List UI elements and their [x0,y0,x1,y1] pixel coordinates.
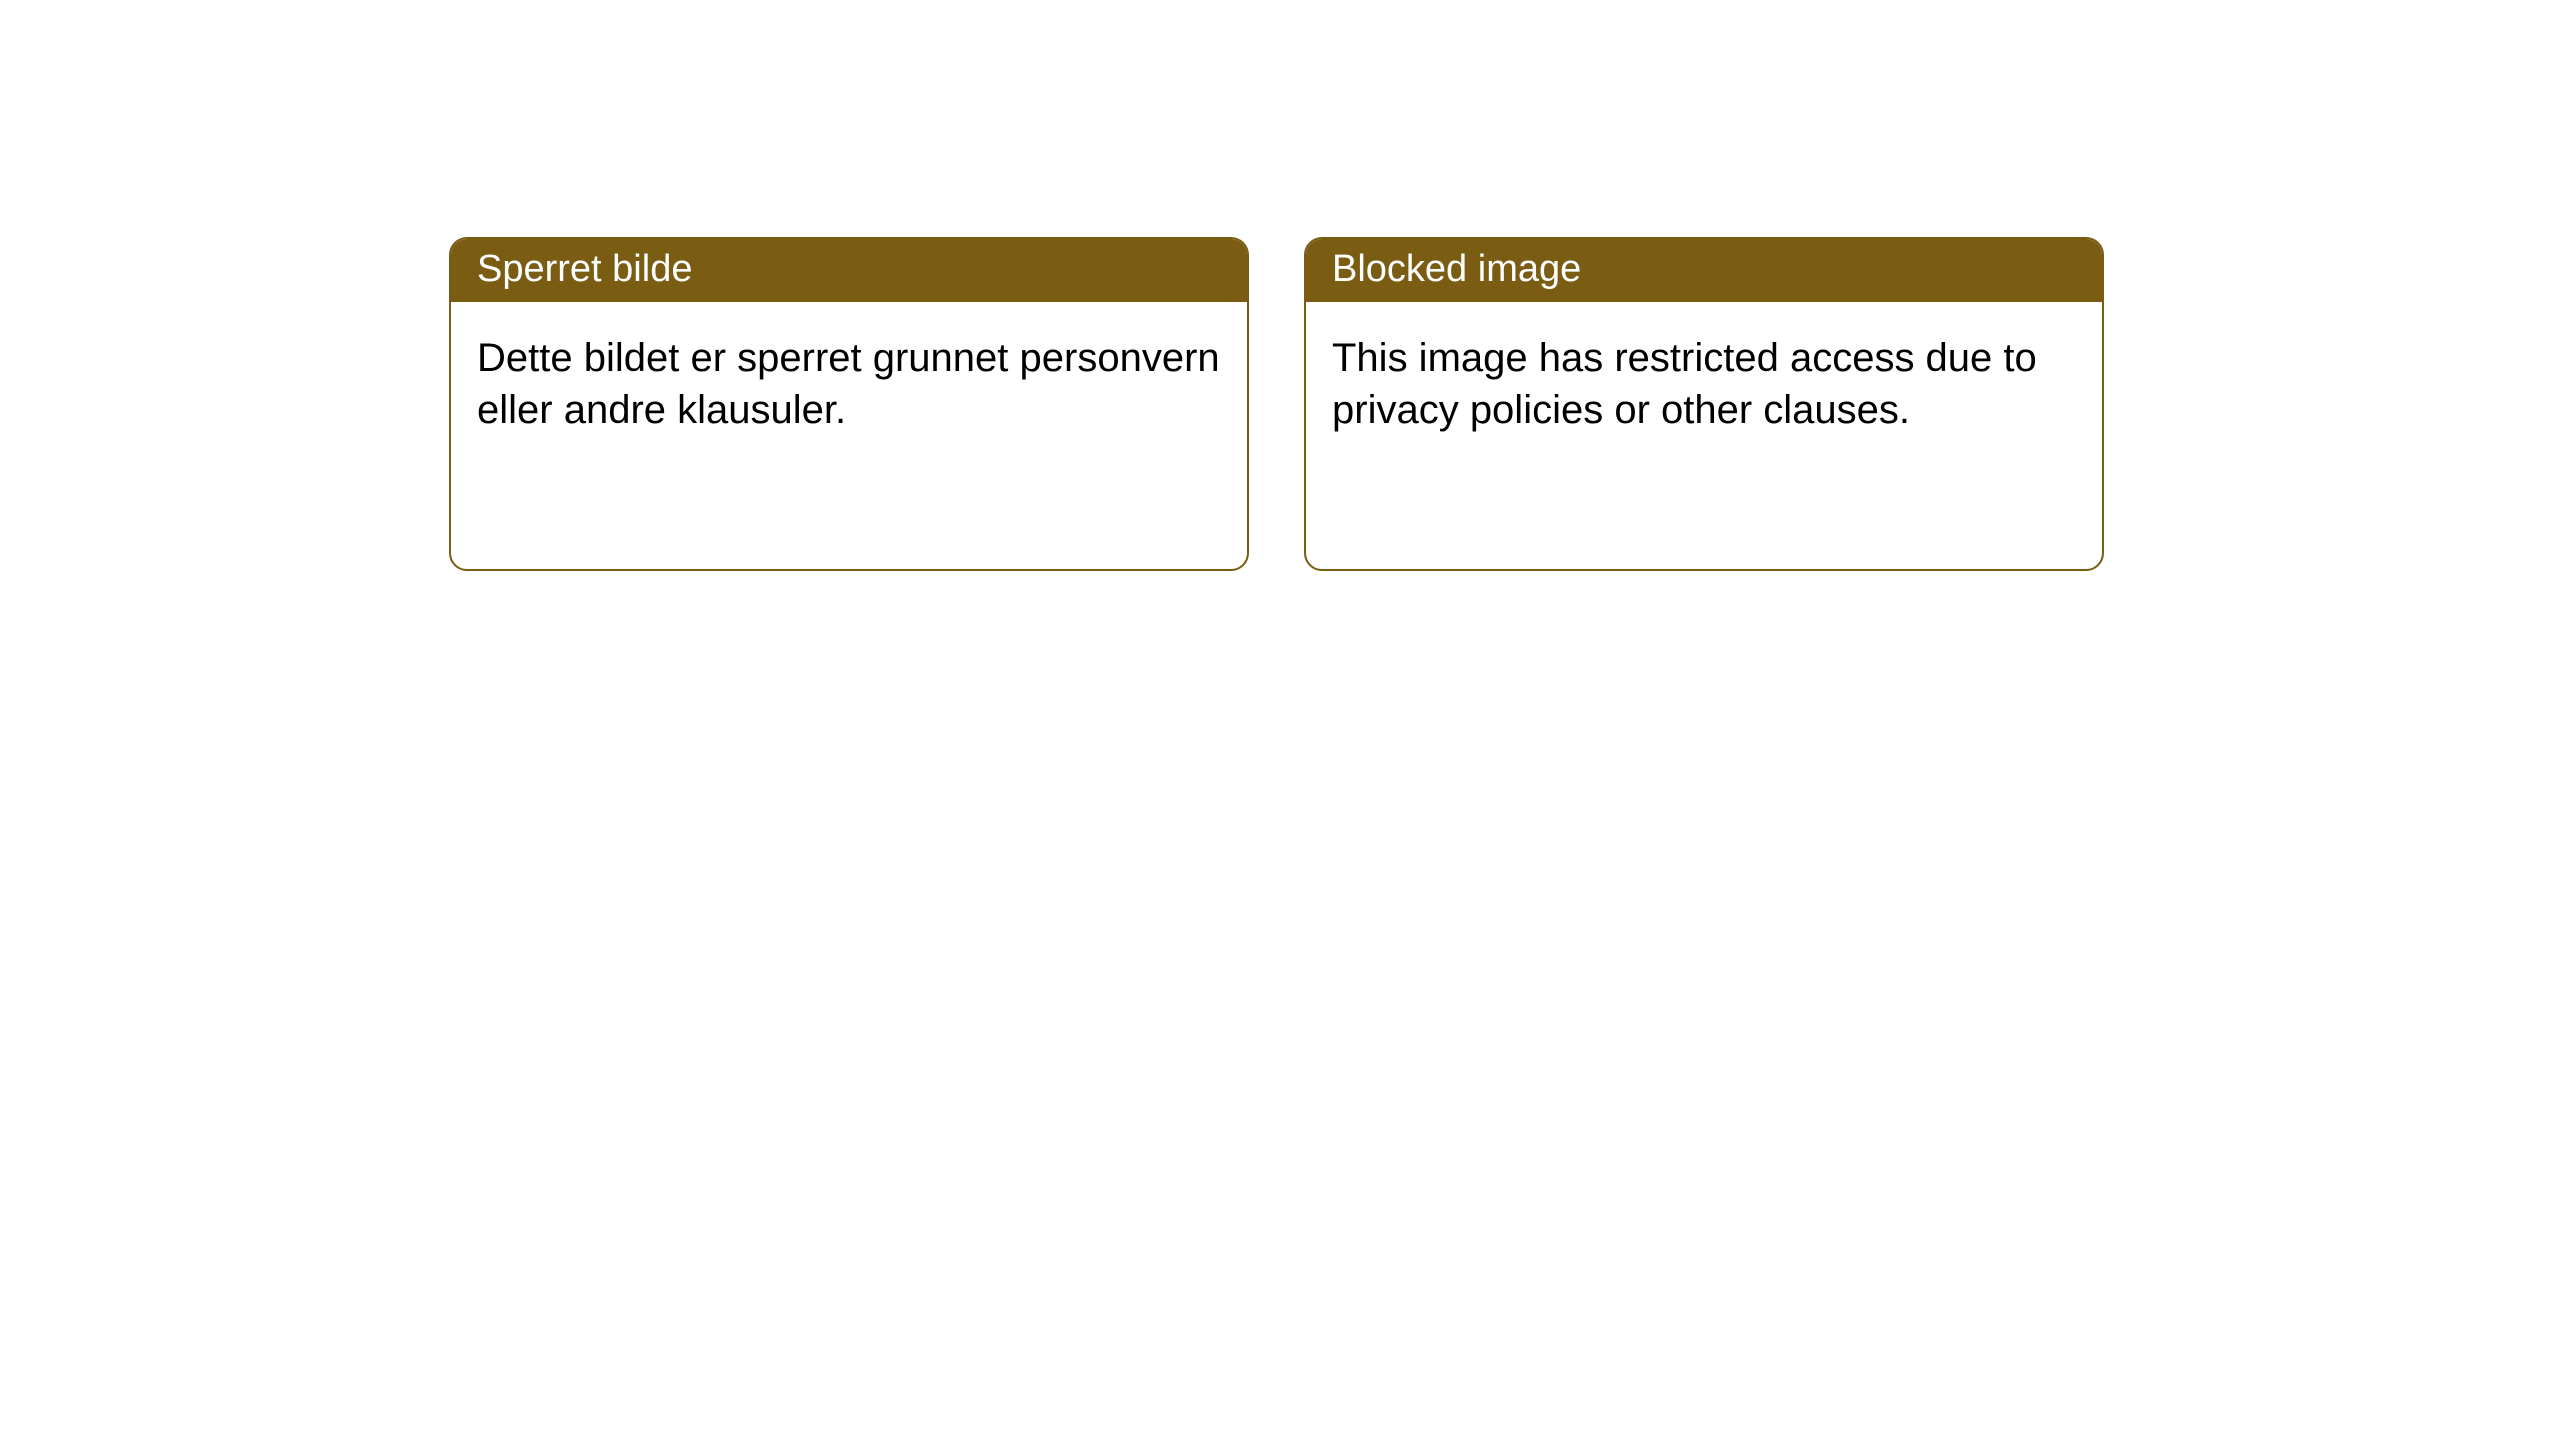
notice-cards-container: Sperret bilde Dette bildet er sperret gr… [0,0,2560,571]
notice-card-body: Dette bildet er sperret grunnet personve… [451,302,1247,466]
notice-card-english: Blocked image This image has restricted … [1304,237,2104,571]
notice-card-title: Blocked image [1306,239,2102,302]
notice-card-body: This image has restricted access due to … [1306,302,2102,466]
notice-card-title: Sperret bilde [451,239,1247,302]
notice-card-norwegian: Sperret bilde Dette bildet er sperret gr… [449,237,1249,571]
